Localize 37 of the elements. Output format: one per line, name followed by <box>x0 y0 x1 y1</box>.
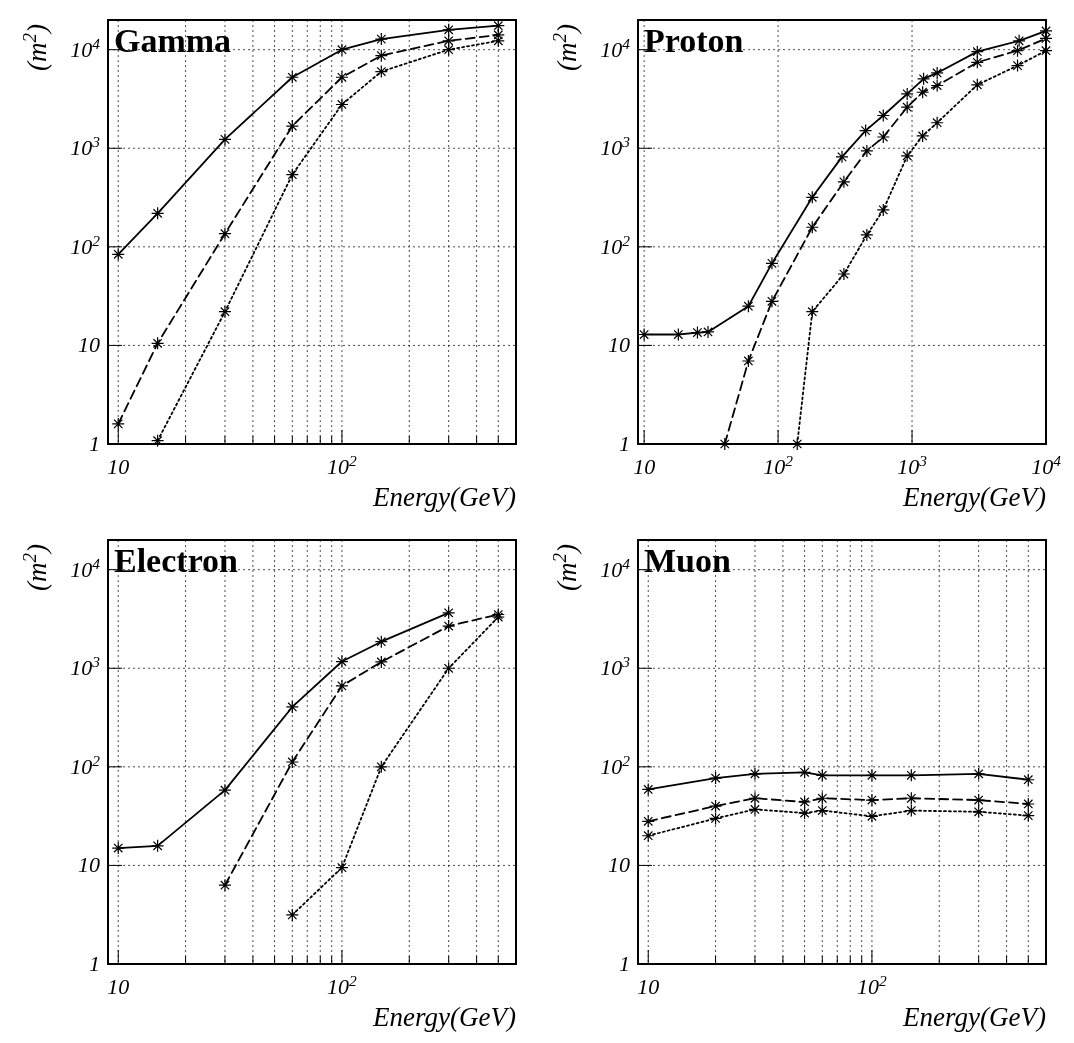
x-tick-label: 10$^{2}$ <box>327 971 358 999</box>
x-tick-label: 10$^{2}$ <box>763 451 794 479</box>
x-tick-label: 10 <box>637 974 660 999</box>
chart-title: Gamma <box>114 22 232 59</box>
y-tick-label: 1 <box>619 951 630 976</box>
x-tick-label: 10$^{2}$ <box>327 451 358 479</box>
x-axis-title: Energy(GeV) <box>902 1002 1046 1032</box>
chart-title: Electron <box>114 542 239 579</box>
y-tick-label: 10 <box>78 332 100 358</box>
y-tick-label: 1 <box>619 431 630 456</box>
y-tick-label: 10$^{4}$ <box>600 554 631 582</box>
y-tick-label: 10 <box>78 852 100 878</box>
y-tick-label: 10$^{2}$ <box>70 231 101 259</box>
y-tick-label: 10 <box>608 332 630 358</box>
x-axis-title: Energy(GeV) <box>902 482 1046 512</box>
chart-title: Muon <box>644 542 731 579</box>
x-axis-title: Energy(GeV) <box>372 482 516 512</box>
y-tick-label: 10$^{4}$ <box>600 34 631 62</box>
x-tick-label: 10$^{3}$ <box>897 451 928 479</box>
y-tick-label: 10$^{2}$ <box>600 751 631 779</box>
y-tick-label: 10$^{2}$ <box>600 231 631 259</box>
x-tick-label: 10 <box>107 974 130 999</box>
y-tick-label: 1 <box>89 431 100 456</box>
x-tick-label: 10$^{2}$ <box>857 971 888 999</box>
y-tick-label: 10$^{2}$ <box>70 751 101 779</box>
y-tick-label: 10$^{3}$ <box>70 652 101 681</box>
y-tick-label: 10$^{4}$ <box>70 554 101 582</box>
x-tick-label: 10 <box>107 454 130 479</box>
y-tick-label: 10$^{3}$ <box>70 132 101 161</box>
y-tick-label: 10$^{4}$ <box>70 34 101 62</box>
x-tick-label: 10$^{4}$ <box>1031 451 1062 479</box>
y-tick-label: 1 <box>89 951 100 976</box>
x-axis-title: Energy(GeV) <box>372 1002 516 1032</box>
y-tick-label: 10 <box>608 852 630 878</box>
y-tick-label: 10$^{3}$ <box>600 652 631 681</box>
y-tick-label: 10$^{3}$ <box>600 132 631 161</box>
chart-title: Proton <box>644 22 744 59</box>
